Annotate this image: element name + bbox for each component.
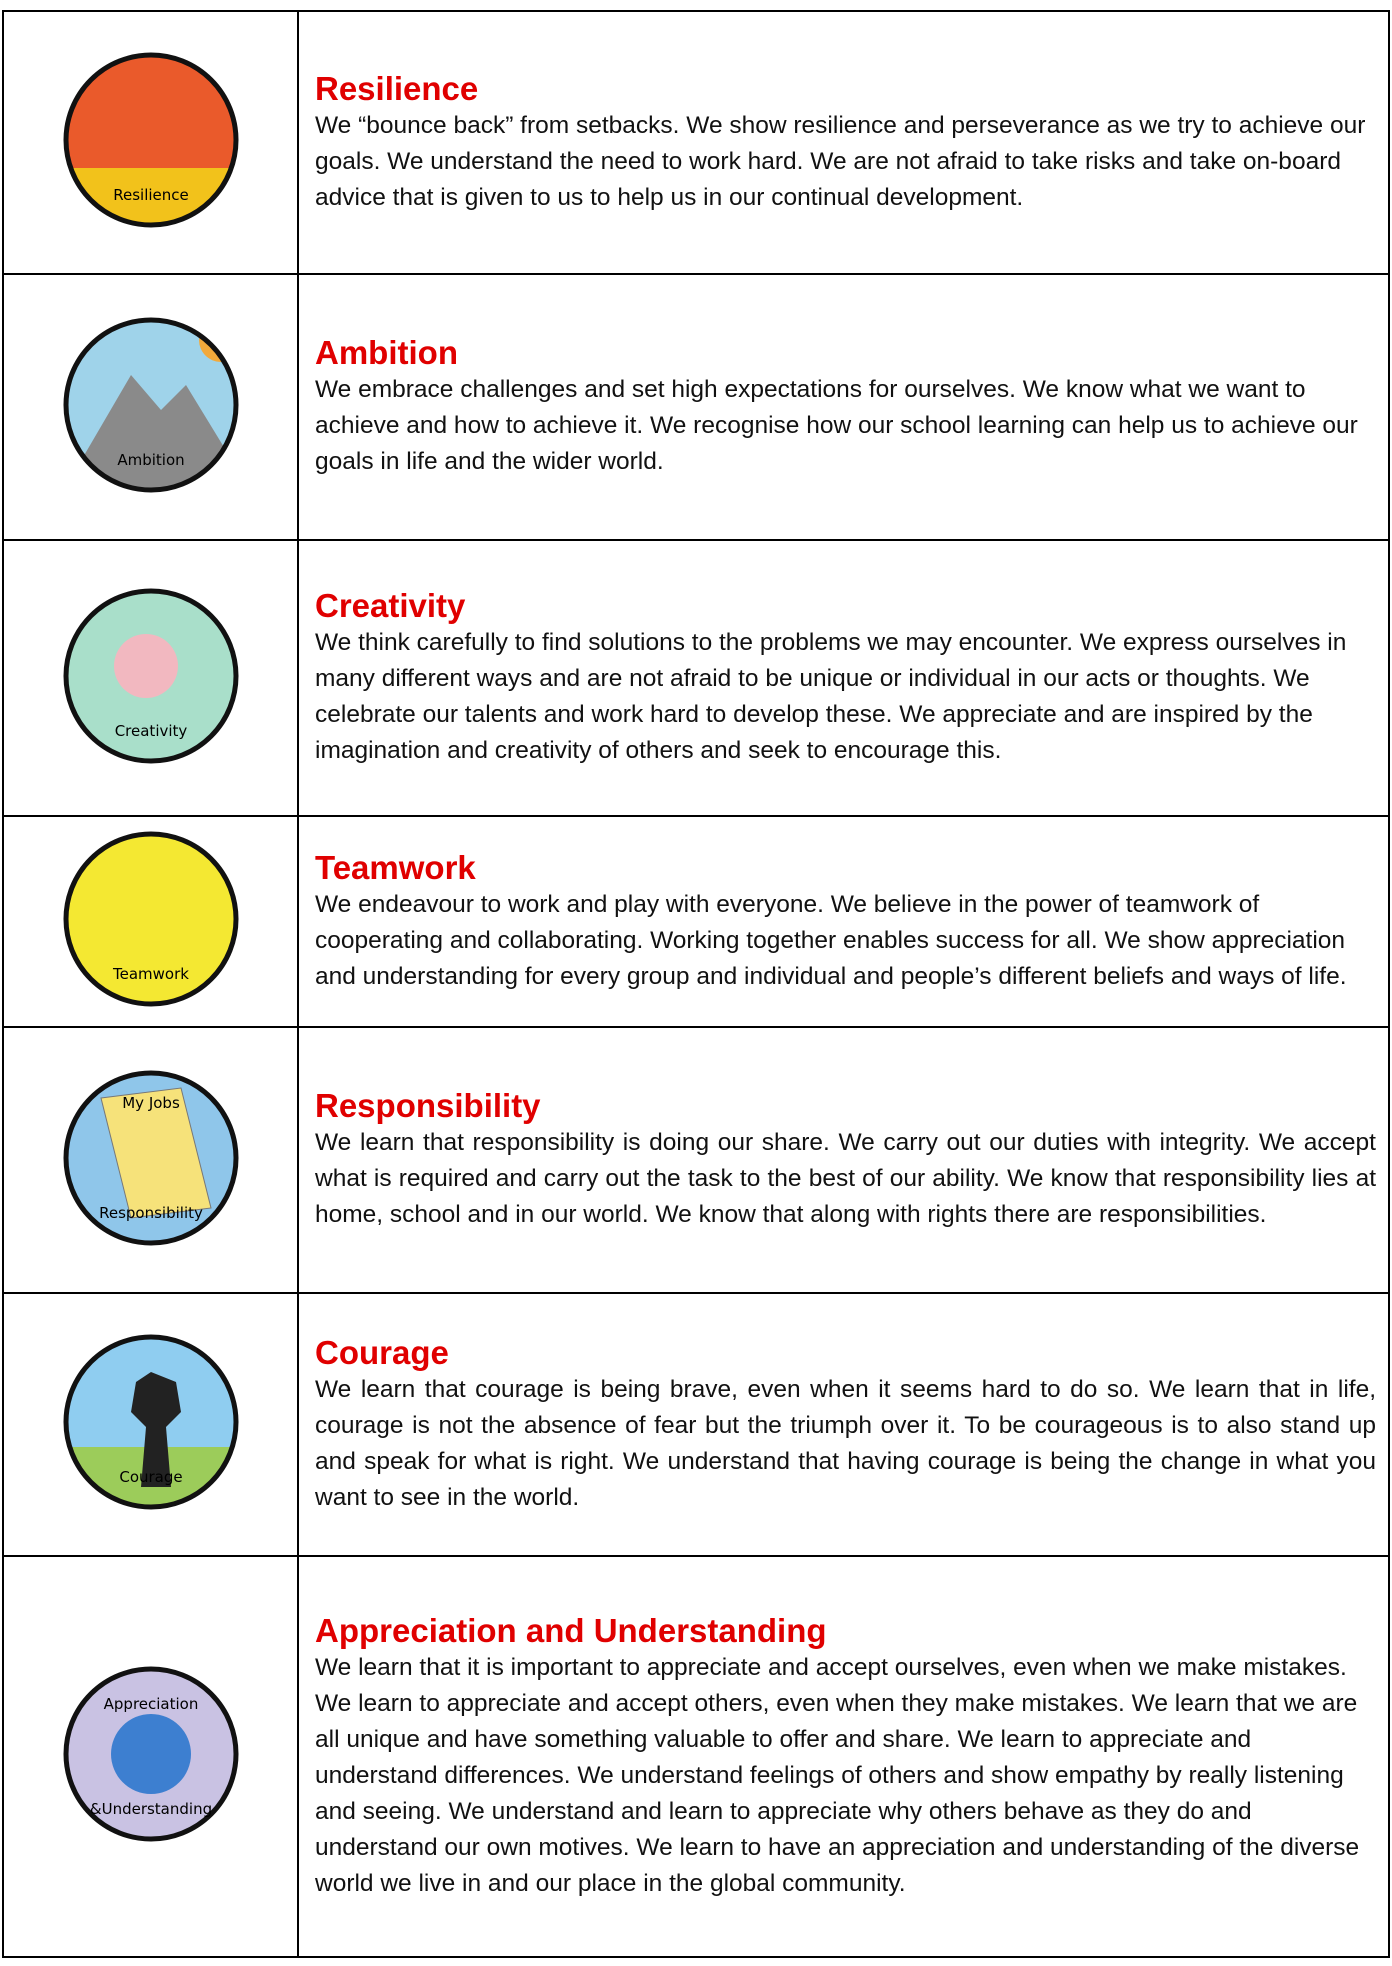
value-row: Teamwork Teamwork We endeavour to work and… [2,815,1390,1028]
badge: Appreciation&Understanding [63,1666,238,1842]
value-description: We learn that it is important to appreci… [315,1653,1360,1897]
value-title: Appreciation and Understanding [315,1611,827,1649]
badge-label: &Understanding [89,1800,211,1818]
badge-label: Responsibility [99,1204,203,1222]
badge-cell: Appreciation &Understanding [2,1555,299,1958]
text-cell: Creativity We think carefully to find sol… [297,539,1390,817]
value-description: We endeavour to work and play with every… [315,890,1347,990]
text-cell: Appreciation and Understanding We learn t… [297,1555,1390,1958]
text-cell: Courage We learn that courage is being br… [297,1292,1390,1557]
value-title: Resilience [315,69,479,107]
value-description: We learn that courage is being brave, ev… [315,1375,1376,1511]
value-description: We “bounce back” from setbacks. We show … [315,111,1366,211]
badge-cell: Ambition [2,273,299,541]
value-row: Courage Courage We learn that courage is b… [2,1292,1390,1557]
badge-cell: Creativity [2,539,299,817]
badge: Creativity [63,588,238,763]
text-cell: Resilience We “bounce back” from setbacks… [297,10,1390,275]
badge-cell: Responsibility My Jobs [2,1026,299,1294]
value-title: Responsibility [315,1087,541,1124]
value-row: Appreciation &Understanding Appreciation a… [2,1555,1390,1958]
badge-label: Teamwork [112,965,189,983]
badge-label: Courage [119,1468,182,1486]
text-cell: Ambition We embrace challenges and set hi… [297,273,1390,541]
value-row: Ambition Ambition We embrace challenges an… [2,273,1390,541]
badge-cell: Courage [2,1292,299,1557]
value-title: Teamwork [315,848,476,886]
badge-label: Resilience [113,186,189,204]
value-row: Resilience Resilience We “bounce back” fro… [2,10,1390,275]
badge-label: Appreciation [103,1695,198,1713]
value-title: Courage [315,1333,449,1371]
badge-label: Creativity [114,722,187,740]
text-cell: Teamwork We endeavour to work and play wi… [297,815,1390,1028]
badge-cell: Resilience [2,10,299,275]
badge: Teamwork [63,831,238,1007]
value-row: Responsibility My Jobs Responsibility We le… [2,1026,1390,1294]
value-description: We think carefully to find solutions to … [315,629,1347,764]
text-cell: Responsibility We learn that responsibili… [297,1026,1390,1294]
value-row: Creativity Creativity We think carefully t… [2,539,1390,817]
badge-label: My Jobs [122,1094,180,1112]
badge-cell: Teamwork [2,815,299,1028]
value-title: Creativity [315,587,466,624]
badge: Ambition [63,317,238,492]
badge: Resilience [63,52,238,228]
value-title: Ambition [315,334,458,371]
value-description: We embrace challenges and set high expec… [315,376,1358,475]
badge: Courage [63,1334,238,1510]
value-description: We learn that responsibility is doing ou… [315,1129,1376,1228]
badge: Responsibility My Jobs [63,1070,238,1245]
badge-label: Ambition [117,451,184,469]
values-table: Resilience Resilience We “bounce back” fro… [2,10,1390,1958]
